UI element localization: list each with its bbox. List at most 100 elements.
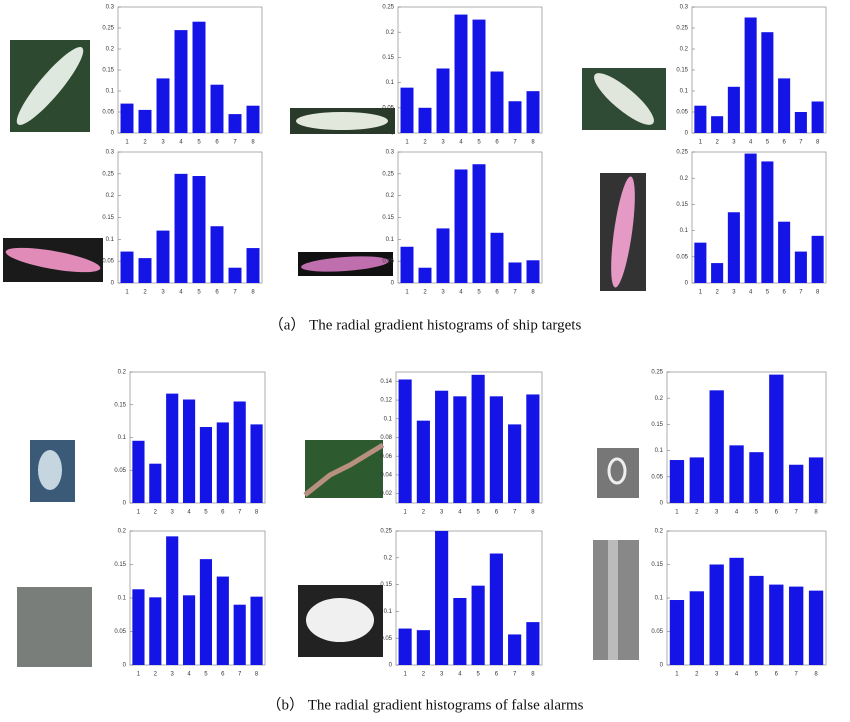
y-tick-label: 0.1 — [106, 237, 115, 243]
bar — [689, 591, 704, 665]
bar — [749, 575, 764, 665]
bar — [508, 262, 522, 283]
x-tick-label: 4 — [749, 290, 753, 296]
bar — [233, 604, 246, 665]
x-tick-label: 6 — [782, 140, 786, 146]
bar — [811, 101, 824, 133]
plot-frame — [397, 6, 543, 134]
y-tick-label: 0 — [391, 131, 395, 137]
x-tick-label: 1 — [403, 672, 407, 678]
y-tick-label: 0.1 — [655, 448, 664, 454]
y-tick-label: 0.15 — [382, 55, 394, 61]
bar — [689, 457, 704, 503]
y-tick-label: 0.2 — [106, 193, 115, 199]
bar — [778, 221, 791, 283]
y-tick-label: 0 — [391, 281, 395, 287]
thumbnail-ship — [5, 247, 101, 273]
x-tick-label: 2 — [154, 672, 158, 678]
bar — [418, 107, 432, 133]
x-tick-label: 5 — [755, 510, 759, 516]
y-tick-label: 0.05 — [114, 468, 126, 474]
bar — [749, 452, 764, 503]
y-tick-label: 0.12 — [380, 398, 392, 404]
x-tick-label: 7 — [238, 510, 242, 516]
bar — [811, 235, 824, 283]
y-tick-label: 0.25 — [382, 5, 394, 11]
bar — [436, 228, 450, 283]
x-tick-label: 6 — [495, 672, 499, 678]
x-tick-label: 7 — [795, 672, 799, 678]
y-tick-label: 0.1 — [384, 609, 393, 615]
y-tick-label: 0.3 — [106, 5, 115, 11]
x-tick-label: 3 — [732, 290, 736, 296]
bar — [761, 161, 774, 283]
y-tick-label: 0.15 — [114, 562, 126, 568]
y-tick-label: 0.1 — [386, 237, 395, 243]
x-tick-label: 5 — [766, 140, 770, 146]
caption: （b） The radial gradient histograms of fa… — [267, 696, 584, 713]
y-tick-label: 0 — [685, 131, 689, 137]
bar — [216, 576, 229, 665]
bar — [508, 634, 522, 665]
x-tick-label: 4 — [459, 290, 463, 296]
x-tick-label: 4 — [179, 290, 183, 296]
y-tick-label: 0.08 — [380, 435, 392, 441]
y-tick-label: 0.15 — [382, 215, 394, 221]
bar — [454, 169, 468, 283]
y-tick-label: 0.05 — [382, 259, 394, 265]
y-tick-label: 0.06 — [380, 454, 392, 460]
x-tick-label: 4 — [735, 672, 739, 678]
y-tick-label: 0.25 — [102, 26, 114, 32]
x-tick-label: 8 — [251, 290, 255, 296]
x-tick-label: 2 — [715, 290, 719, 296]
y-tick-label: 0.14 — [380, 379, 392, 385]
y-tick-label: 0.15 — [676, 68, 688, 74]
bar — [729, 557, 744, 665]
y-tick-label: 0.15 — [380, 582, 392, 588]
bar — [694, 105, 707, 133]
y-tick-label: 0.15 — [102, 215, 114, 221]
plot-frame — [666, 371, 827, 504]
x-tick-label: 4 — [749, 140, 753, 146]
bar — [250, 596, 263, 665]
x-tick-label: 1 — [125, 290, 129, 296]
x-tick-label: 8 — [814, 672, 818, 678]
y-tick-label: 0.2 — [118, 370, 127, 376]
x-tick-label: 8 — [255, 510, 259, 516]
bar — [149, 597, 162, 665]
x-tick-label: 6 — [782, 290, 786, 296]
bar — [400, 246, 414, 283]
y-tick-label: 0.1 — [655, 596, 664, 602]
x-tick-label: 7 — [513, 290, 517, 296]
bar — [453, 396, 467, 503]
y-tick-label: 0.15 — [102, 68, 114, 74]
x-tick-label: 4 — [459, 140, 463, 146]
y-tick-label: 0.25 — [102, 171, 114, 177]
y-tick-label: 0.1 — [680, 89, 689, 95]
y-tick-label: 0 — [660, 501, 664, 507]
y-tick-label: 0.2 — [386, 30, 395, 36]
bar — [199, 559, 213, 665]
bar — [490, 232, 504, 283]
bar — [471, 374, 485, 503]
bar — [166, 393, 179, 503]
x-tick-label: 8 — [531, 290, 535, 296]
bar — [508, 101, 522, 133]
x-tick-label: 3 — [441, 290, 445, 296]
x-tick-label: 1 — [699, 140, 703, 146]
bar — [709, 390, 724, 503]
bar — [132, 440, 145, 503]
x-tick-label: 5 — [476, 672, 480, 678]
x-tick-label: 2 — [423, 290, 427, 296]
x-tick-label: 3 — [161, 290, 165, 296]
bar — [769, 584, 784, 665]
y-tick-label: 0.05 — [102, 110, 114, 116]
x-tick-label: 8 — [531, 510, 535, 516]
bar — [246, 105, 260, 133]
thumbnail-detail — [608, 540, 618, 660]
y-tick-label: 0 — [111, 131, 115, 137]
bar — [435, 531, 449, 665]
y-tick-label: 0.2 — [680, 47, 689, 53]
x-tick-label: 7 — [513, 672, 517, 678]
